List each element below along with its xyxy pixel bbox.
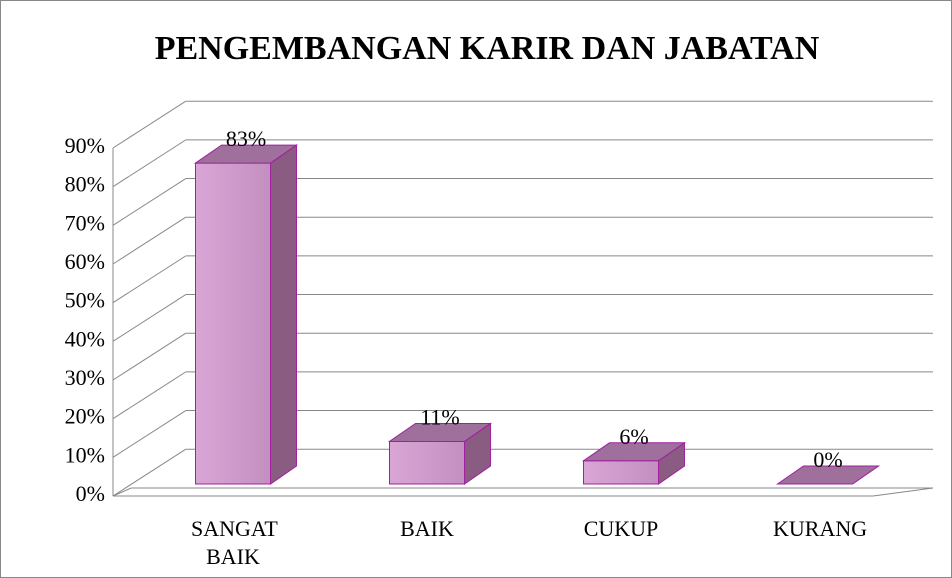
grid-diagonal bbox=[112, 371, 187, 420]
y-tick-label: 40% bbox=[65, 326, 105, 351]
x-tick-label: SANGAT BAIK bbox=[191, 516, 278, 569]
y-tick-label: 0% bbox=[76, 481, 105, 506]
grid-diagonal bbox=[112, 294, 187, 342]
bar-front bbox=[389, 440, 465, 485]
value-label: 6% bbox=[619, 424, 648, 449]
x-tick-label: CUKUP bbox=[583, 516, 659, 541]
y-tick-label: 90% bbox=[65, 133, 105, 158]
bar-top bbox=[775, 465, 881, 485]
x-tick-label: BAIK bbox=[400, 516, 454, 541]
value-label: 11% bbox=[420, 405, 460, 430]
y-tick-label: 10% bbox=[65, 442, 105, 467]
floor bbox=[112, 487, 934, 497]
bar-front bbox=[583, 460, 659, 485]
bar-front bbox=[195, 162, 271, 485]
bar-top bbox=[387, 422, 493, 442]
grid-diagonal bbox=[112, 100, 187, 149]
bar-top bbox=[581, 442, 687, 462]
value-label: 0% bbox=[813, 447, 842, 472]
chart-title: PENGEMBANGAN KARIR DAN JABATAN bbox=[155, 30, 820, 67]
grid-diagonal bbox=[112, 178, 187, 226]
grid-diagonal bbox=[112, 255, 187, 304]
bar-side bbox=[270, 144, 297, 485]
y-tick-label: 50% bbox=[65, 288, 105, 313]
bar bbox=[581, 441, 687, 485]
bar-top bbox=[193, 144, 299, 164]
grid-diagonal bbox=[112, 139, 187, 188]
grid-diagonal bbox=[112, 332, 187, 381]
y-tick-label: 80% bbox=[65, 172, 105, 197]
bar bbox=[193, 144, 299, 485]
y-tick-label: 60% bbox=[65, 249, 105, 274]
y-tick-label: 20% bbox=[65, 404, 105, 429]
bar bbox=[775, 465, 881, 485]
bar bbox=[387, 422, 493, 485]
x-tick-label: KURANG bbox=[773, 516, 868, 541]
grid-diagonal bbox=[112, 448, 187, 497]
value-label: 83% bbox=[226, 126, 266, 151]
grid-diagonal bbox=[112, 216, 187, 265]
y-tick-label: 70% bbox=[65, 210, 105, 235]
grid-diagonal bbox=[112, 410, 187, 458]
y-tick-label: 30% bbox=[65, 365, 105, 390]
